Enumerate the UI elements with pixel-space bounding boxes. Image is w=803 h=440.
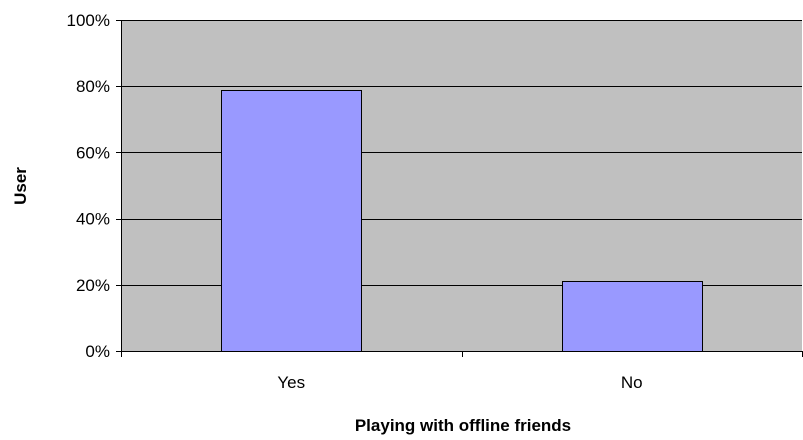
x-tick-label: No <box>621 373 643 392</box>
y-tick-label: 0% <box>85 342 110 361</box>
y-tick-label: 60% <box>76 143 110 162</box>
y-tick-labels: 0% 20% 40% 60% 80% 100% <box>67 11 110 361</box>
y-axis-title: User <box>11 167 30 205</box>
y-tick-label: 100% <box>67 11 110 30</box>
bar-yes <box>221 90 362 352</box>
y-tick-label: 40% <box>76 210 110 229</box>
y-tick-label: 80% <box>76 77 110 96</box>
y-tick-label: 20% <box>76 276 110 295</box>
bars <box>221 90 703 352</box>
x-tick-labels: Yes No <box>277 373 642 392</box>
x-tick-label: Yes <box>277 373 305 392</box>
axes <box>116 20 803 357</box>
x-axis-title: Playing with offline friends <box>355 416 571 435</box>
bar-no <box>562 281 703 352</box>
